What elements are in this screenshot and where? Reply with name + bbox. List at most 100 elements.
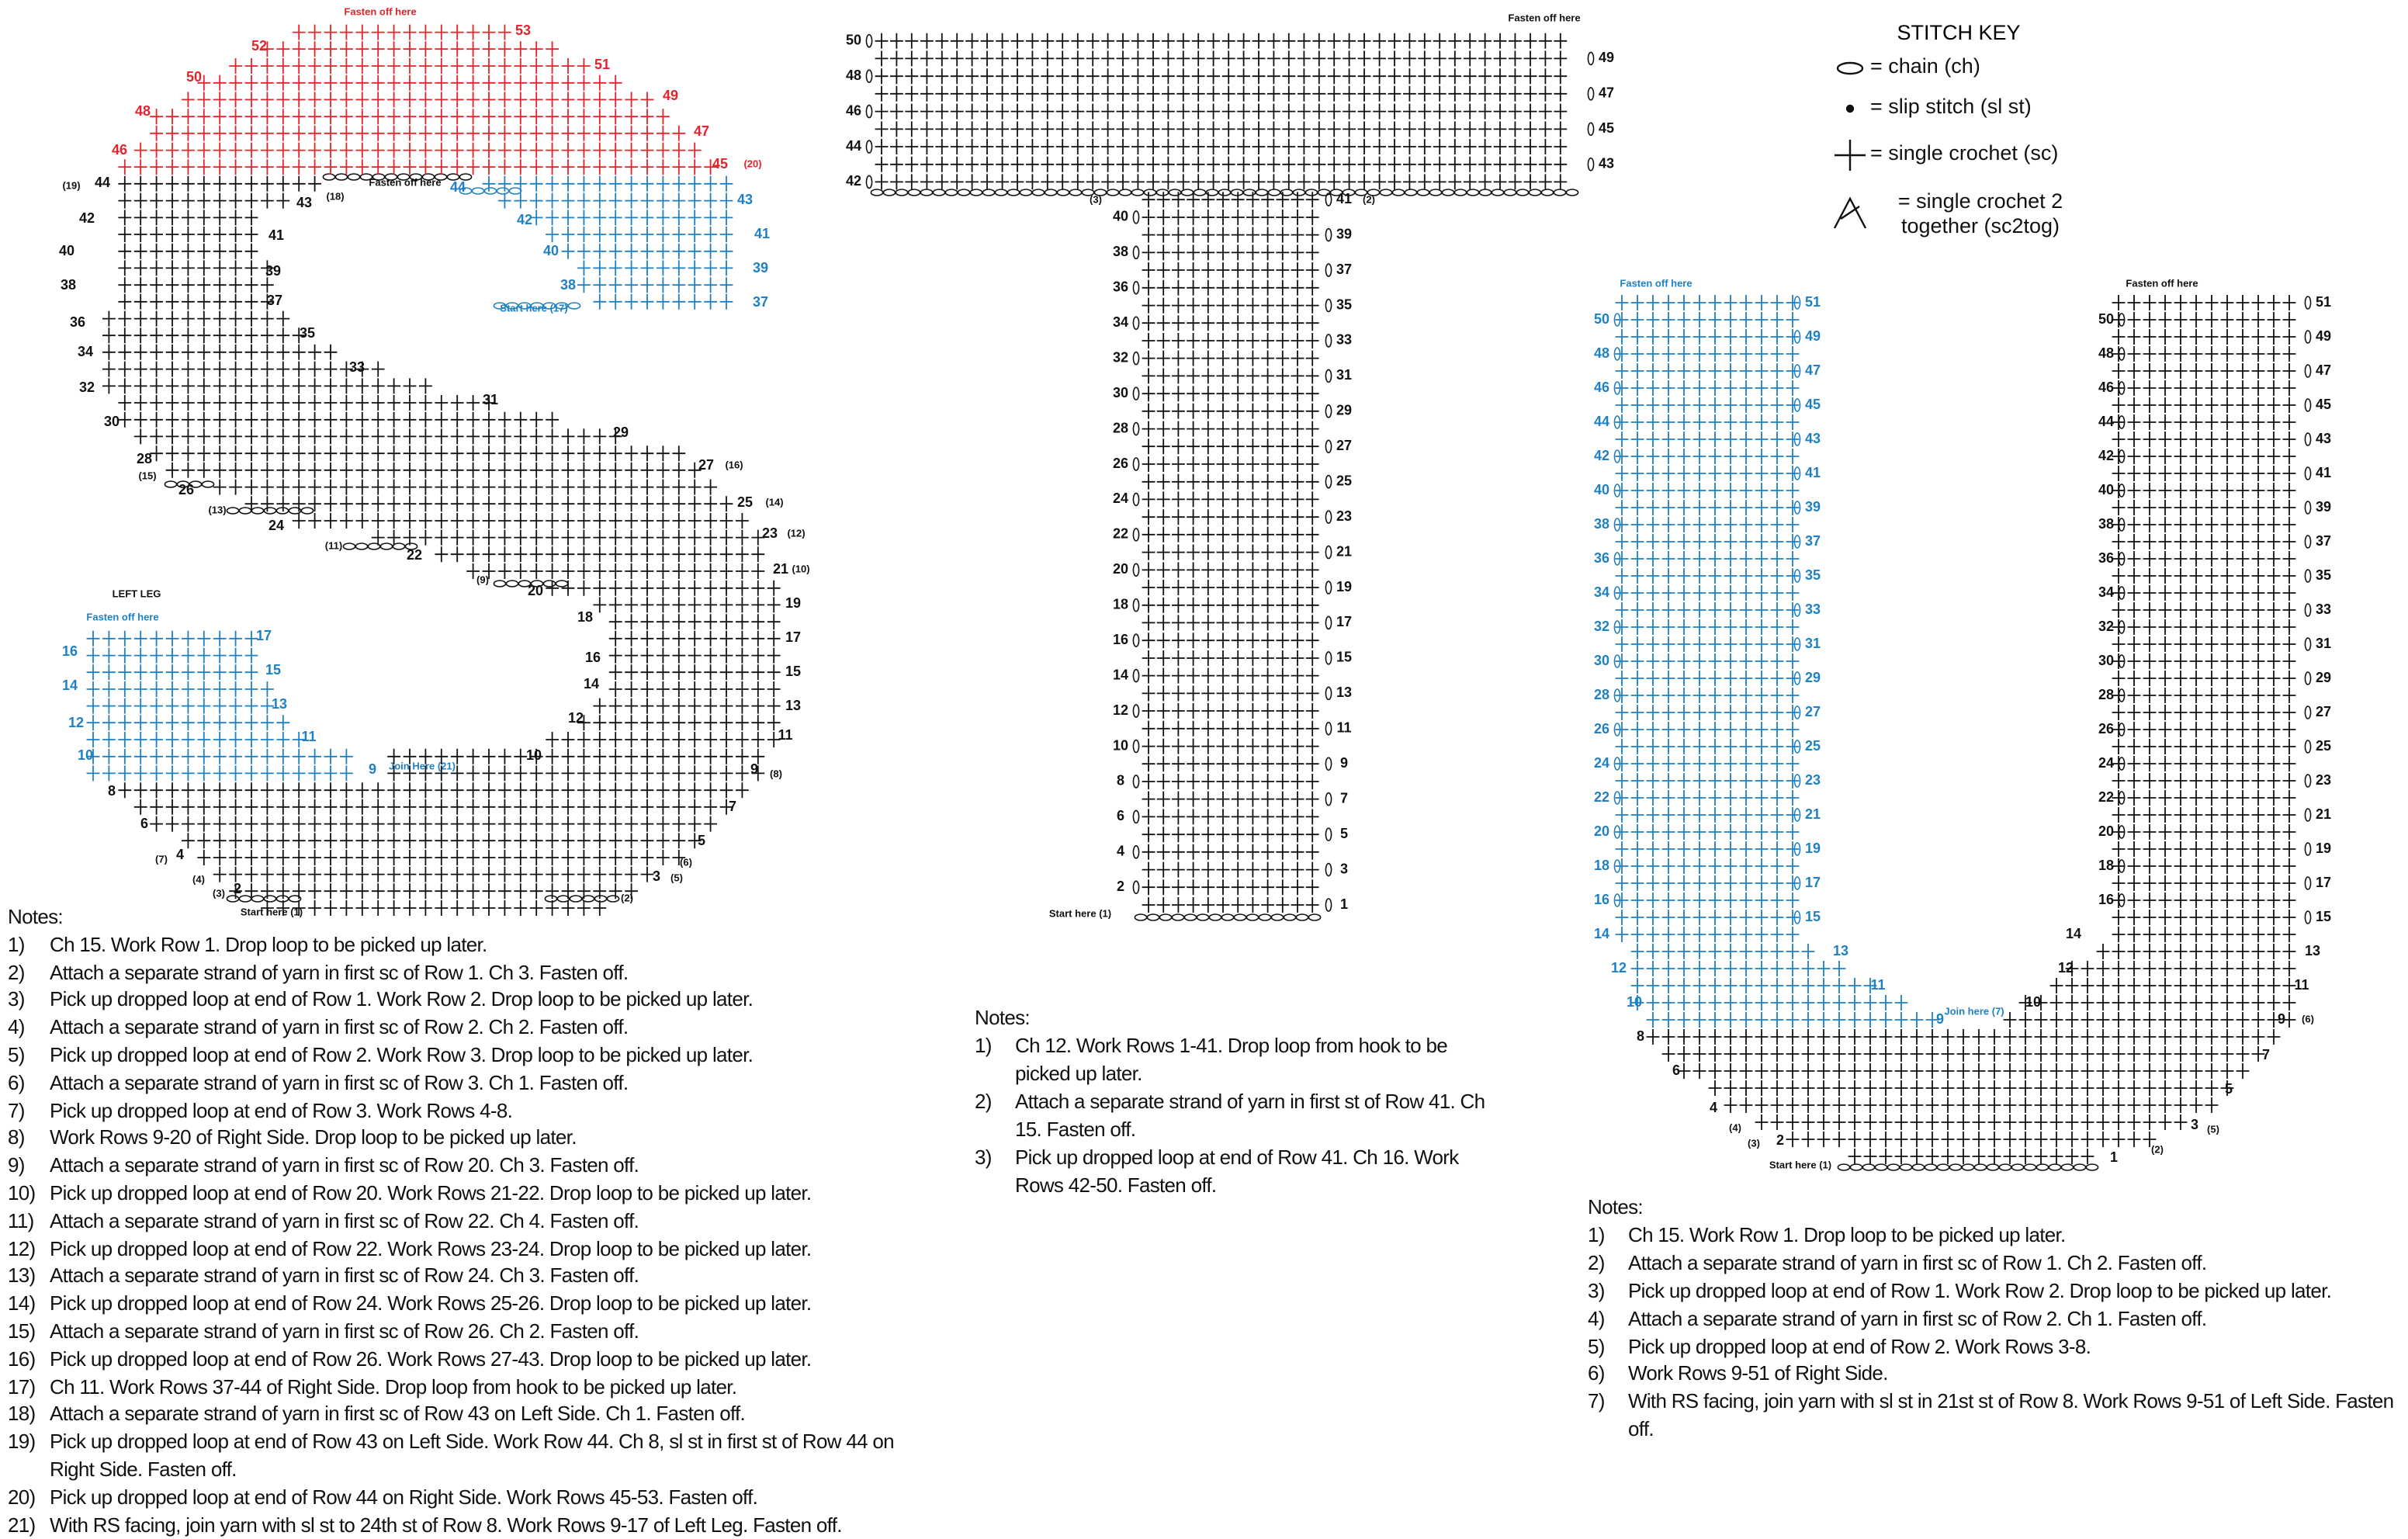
stitch-label: 21 [773,561,788,577]
row-marker [865,104,873,119]
stitch-label: Start here (1) [1049,907,1111,919]
chain [1973,1163,1987,1171]
chain [1553,189,1567,196]
stitch-label: (6) [2302,1013,2314,1024]
stitch-label: 45 [2316,397,2331,412]
stitch-label: (11) [325,539,342,551]
stitch-label: 10 [526,747,542,763]
chain [392,542,406,550]
stitch-label: 34 [1594,584,1609,600]
stitch-label: Start here (1) [241,906,303,917]
row-marker [1132,421,1140,436]
stitch-label: 40 [1594,482,1609,497]
note-text: Attach a separate strand of yarn in firs… [50,1015,629,1039]
chain [493,580,507,588]
row-marker [2304,671,2312,685]
stitch-label: 6 [140,816,148,831]
note-number: 12) [8,1236,36,1260]
stitch-label: 48 [135,103,151,119]
note-number: 16) [8,1347,36,1371]
row-marker [2304,569,2312,583]
chain [1998,1163,2012,1171]
stitch-label: 3 [1340,861,1348,876]
chain [1230,189,1244,196]
chain [1936,1163,1950,1171]
stitch-label: 53 [515,23,531,38]
row-marker [1132,457,1140,471]
chain [496,187,510,195]
chain [1171,913,1185,921]
note-number: 7) [1588,1389,1605,1413]
notes: Notes: 1) Ch 15. Work Row 1. Drop loop to … [8,903,939,1539]
stitch-label: 28 [1113,420,1128,435]
stitch-label: 34 [2098,584,2114,600]
note-item: 2) Attach a separate strand of yarn in fi… [1588,1250,2407,1277]
chain [1404,189,1418,196]
note-number: 20) [8,1485,36,1509]
chain-row [544,895,620,903]
stitch-label: 11 [2294,977,2309,993]
chain [920,189,934,196]
chain [2060,1163,2074,1171]
stitch-label: Fasten off here [86,611,158,622]
stitch-label: 35 [2316,567,2331,583]
chain-row [1837,1163,2099,1171]
chain [1267,189,1281,196]
stitch-label: 4 [1710,1100,1717,1115]
stitch-label: 14 [1113,667,1128,682]
stitch-label: 32 [79,380,95,395]
chain [1242,189,1256,196]
stitch-label: 37 [1805,533,1821,549]
chain [969,189,983,196]
stitch-label: 17 [2316,875,2331,890]
chain-row [226,507,314,515]
note-item: 2) Attach a separate strand of yarn in fi… [975,1088,1505,1144]
stitch-label: 20 [1113,561,1128,577]
note-item: 21) With RS facing, join yarn with sl st … [8,1511,939,1539]
note-text: Ch 15. Work Row 1. Drop loop to be picke… [50,932,487,956]
stitch-label: 19 [785,595,801,611]
chain [508,187,522,195]
chain [1270,913,1284,921]
sc-symbol [1835,140,1866,171]
stitch-label: 4 [1117,844,1124,859]
stitch-label: (9) [476,574,489,585]
row-marker [1325,757,1332,771]
note-number: 5) [8,1042,25,1066]
row-marker [2304,330,2312,344]
notes-title: Notes: [975,1006,1031,1029]
row-marker [1325,898,1332,912]
chain [505,580,519,588]
row-marker [2304,740,2312,754]
sc2tog-symbol [1833,196,1867,229]
row-marker [1325,827,1332,841]
chain [2011,1163,2025,1171]
note-text: Attach a separate strand of yarn in firs… [50,1319,639,1343]
stitch-label: 22 [2098,789,2114,805]
stitch-label: 18 [1113,597,1128,612]
stitch-label: 37 [2316,533,2331,549]
note-number: 3) [975,1146,992,1169]
stitch-label: 11 [778,727,792,743]
note-number: 13) [8,1263,36,1288]
chain [982,189,996,196]
stitch-label: 4 [176,847,184,862]
row-marker [865,140,873,154]
stitch-label: 24 [2098,755,2114,771]
stitch-label: 9 [1340,755,1348,771]
chain [1911,1163,1925,1171]
stitch-key-symbols [1833,61,1867,229]
chain [1874,1163,1888,1171]
stitch-label: 14 [1594,926,1609,941]
stitch-label: 9 [2278,1011,2285,1027]
stitch-label: 35 [1805,567,1821,583]
note-item: 18) Attach a separate strand of yarn in f… [8,1401,939,1429]
chain [322,173,336,181]
stitch-label: 17 [256,628,272,643]
stitch-label: 28 [2098,687,2114,702]
stitch-label: 40 [543,243,559,258]
stitch-label: Fasten off here [1620,277,1692,289]
note-text: Attach a separate strand of yarn in firs… [50,1208,639,1232]
note-text: Ch 15. Work Row 1. Drop loop to be picke… [1628,1222,2066,1246]
chain [1069,189,1083,196]
